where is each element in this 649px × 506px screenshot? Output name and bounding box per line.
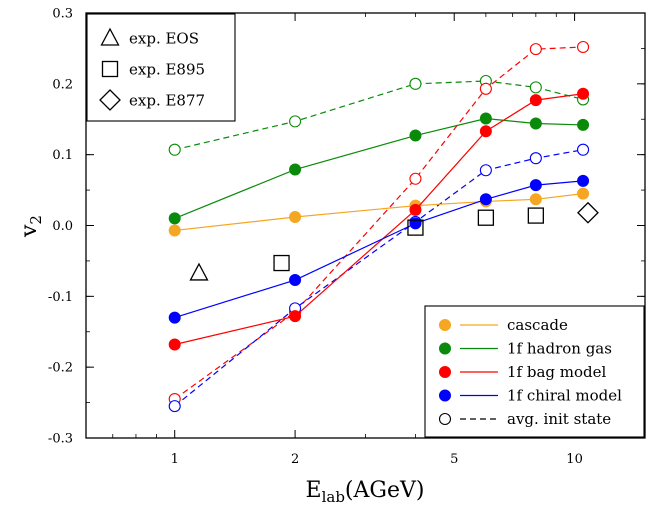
svg-text:v2: v2 (17, 215, 45, 238)
series-layer (168, 40, 590, 413)
data-point-bag-init (409, 172, 422, 185)
data-point-bag (479, 125, 492, 138)
data-point-bag (409, 203, 422, 216)
legend-marker (439, 319, 451, 331)
legend-marker (439, 342, 451, 355)
series-bag (168, 87, 590, 351)
legend-label: cascade (507, 316, 568, 334)
legend-marker (439, 366, 451, 378)
data-point-hadron (409, 129, 422, 142)
legend-label-e877: exp. E877 (129, 92, 205, 110)
legend-label-eos: exp. EOS (129, 30, 199, 48)
legend-label: avg. init state (507, 410, 611, 428)
legend-label: 1f chiral model (507, 387, 622, 405)
data-point-chiral-init (577, 143, 590, 156)
data-point-bag (168, 338, 181, 351)
x-tick-label: 5 (450, 452, 458, 467)
y-tick-label: -0.2 (48, 361, 73, 376)
legend-marker-e895 (101, 60, 119, 78)
data-point-hadron (168, 212, 181, 225)
data-point-bag (577, 87, 590, 100)
exp-point-e877 (577, 201, 599, 224)
y-tick-label: 0.0 (52, 219, 73, 234)
plot-frame (85, 12, 646, 439)
data-point-hadron-init (409, 77, 422, 90)
y-tick-label: 0.3 (52, 7, 73, 22)
exp-point-e895 (273, 254, 290, 272)
series-line-bag-init (174, 46, 584, 400)
data-point-cascade (529, 193, 542, 206)
data-point-hadron (289, 163, 302, 176)
data-point-bag (289, 310, 302, 323)
series-line-bag (174, 93, 584, 346)
data-point-chiral-init (168, 400, 181, 413)
series-line-chiral (174, 180, 584, 319)
data-point-chiral (577, 174, 590, 187)
legend-marker-eos (100, 27, 120, 46)
x-tick-label: 2 (291, 452, 299, 467)
exp-point-e895 (527, 207, 544, 224)
data-point-hadron (479, 112, 492, 125)
series-chiral (168, 174, 590, 324)
x-axis-title-sub: lab (322, 488, 345, 506)
x-tick-label: 10 (566, 452, 583, 467)
exp-point-e895 (477, 209, 495, 226)
data-point-chiral (289, 274, 302, 287)
data-point-chiral (529, 179, 542, 192)
data-point-chiral-init (479, 164, 492, 177)
y-tick-label: 0.1 (52, 148, 73, 163)
y-tick-label: 0.2 (52, 77, 73, 92)
x-axis-title-main: E (306, 478, 322, 503)
data-point-cascade (168, 224, 181, 237)
y-tick-label: -0.3 (48, 432, 73, 447)
legend-label-e895: exp. E895 (129, 61, 205, 79)
y-axis-title-main: v (17, 224, 42, 238)
x-axis-title-units: (AGeV) (345, 478, 425, 503)
legend-models-box (424, 305, 645, 438)
experiment-points (189, 201, 599, 281)
data-point-chiral (479, 193, 492, 206)
data-point-hadron-init (289, 115, 302, 128)
legend-label: 1f hadron gas (507, 340, 612, 358)
legend-models: cascade 1f hadron gas 1f bag model 1f chira… (424, 305, 645, 438)
y-tick-label: -0.1 (48, 290, 73, 305)
legend-label: 1f bag model (507, 363, 607, 381)
y-axis-title-sub: 2 (27, 215, 45, 225)
data-point-bag-init (529, 43, 542, 56)
legend-marker-e877 (99, 89, 121, 111)
data-point-cascade (577, 187, 590, 200)
data-point-chiral-init (529, 152, 542, 165)
legend-experiments: exp. EOS exp. E895 exp. E877 (86, 13, 236, 122)
data-point-cascade (289, 211, 302, 223)
series-line-hadron (174, 117, 584, 219)
legend-marker (439, 389, 451, 402)
data-point-hadron-init (168, 143, 181, 156)
y-axis-title: v2 (17, 215, 45, 238)
data-point-hadron (529, 117, 542, 130)
legend-marker (438, 412, 452, 426)
x-axis-title: Elab(AGeV) (306, 478, 425, 506)
data-point-bag-init (577, 40, 590, 54)
data-point-hadron (577, 118, 590, 131)
data-point-hadron-init (529, 81, 542, 94)
x-tick-label: 1 (171, 452, 179, 467)
series-hadron (168, 112, 590, 225)
exp-point-e895 (407, 219, 424, 236)
series-line-cascade (174, 193, 584, 232)
data-point-bag-init (479, 82, 492, 95)
series-line-hadron-init (174, 80, 584, 151)
data-point-bag (529, 94, 542, 107)
exp-point-eos (189, 262, 209, 281)
data-point-chiral (168, 311, 181, 324)
